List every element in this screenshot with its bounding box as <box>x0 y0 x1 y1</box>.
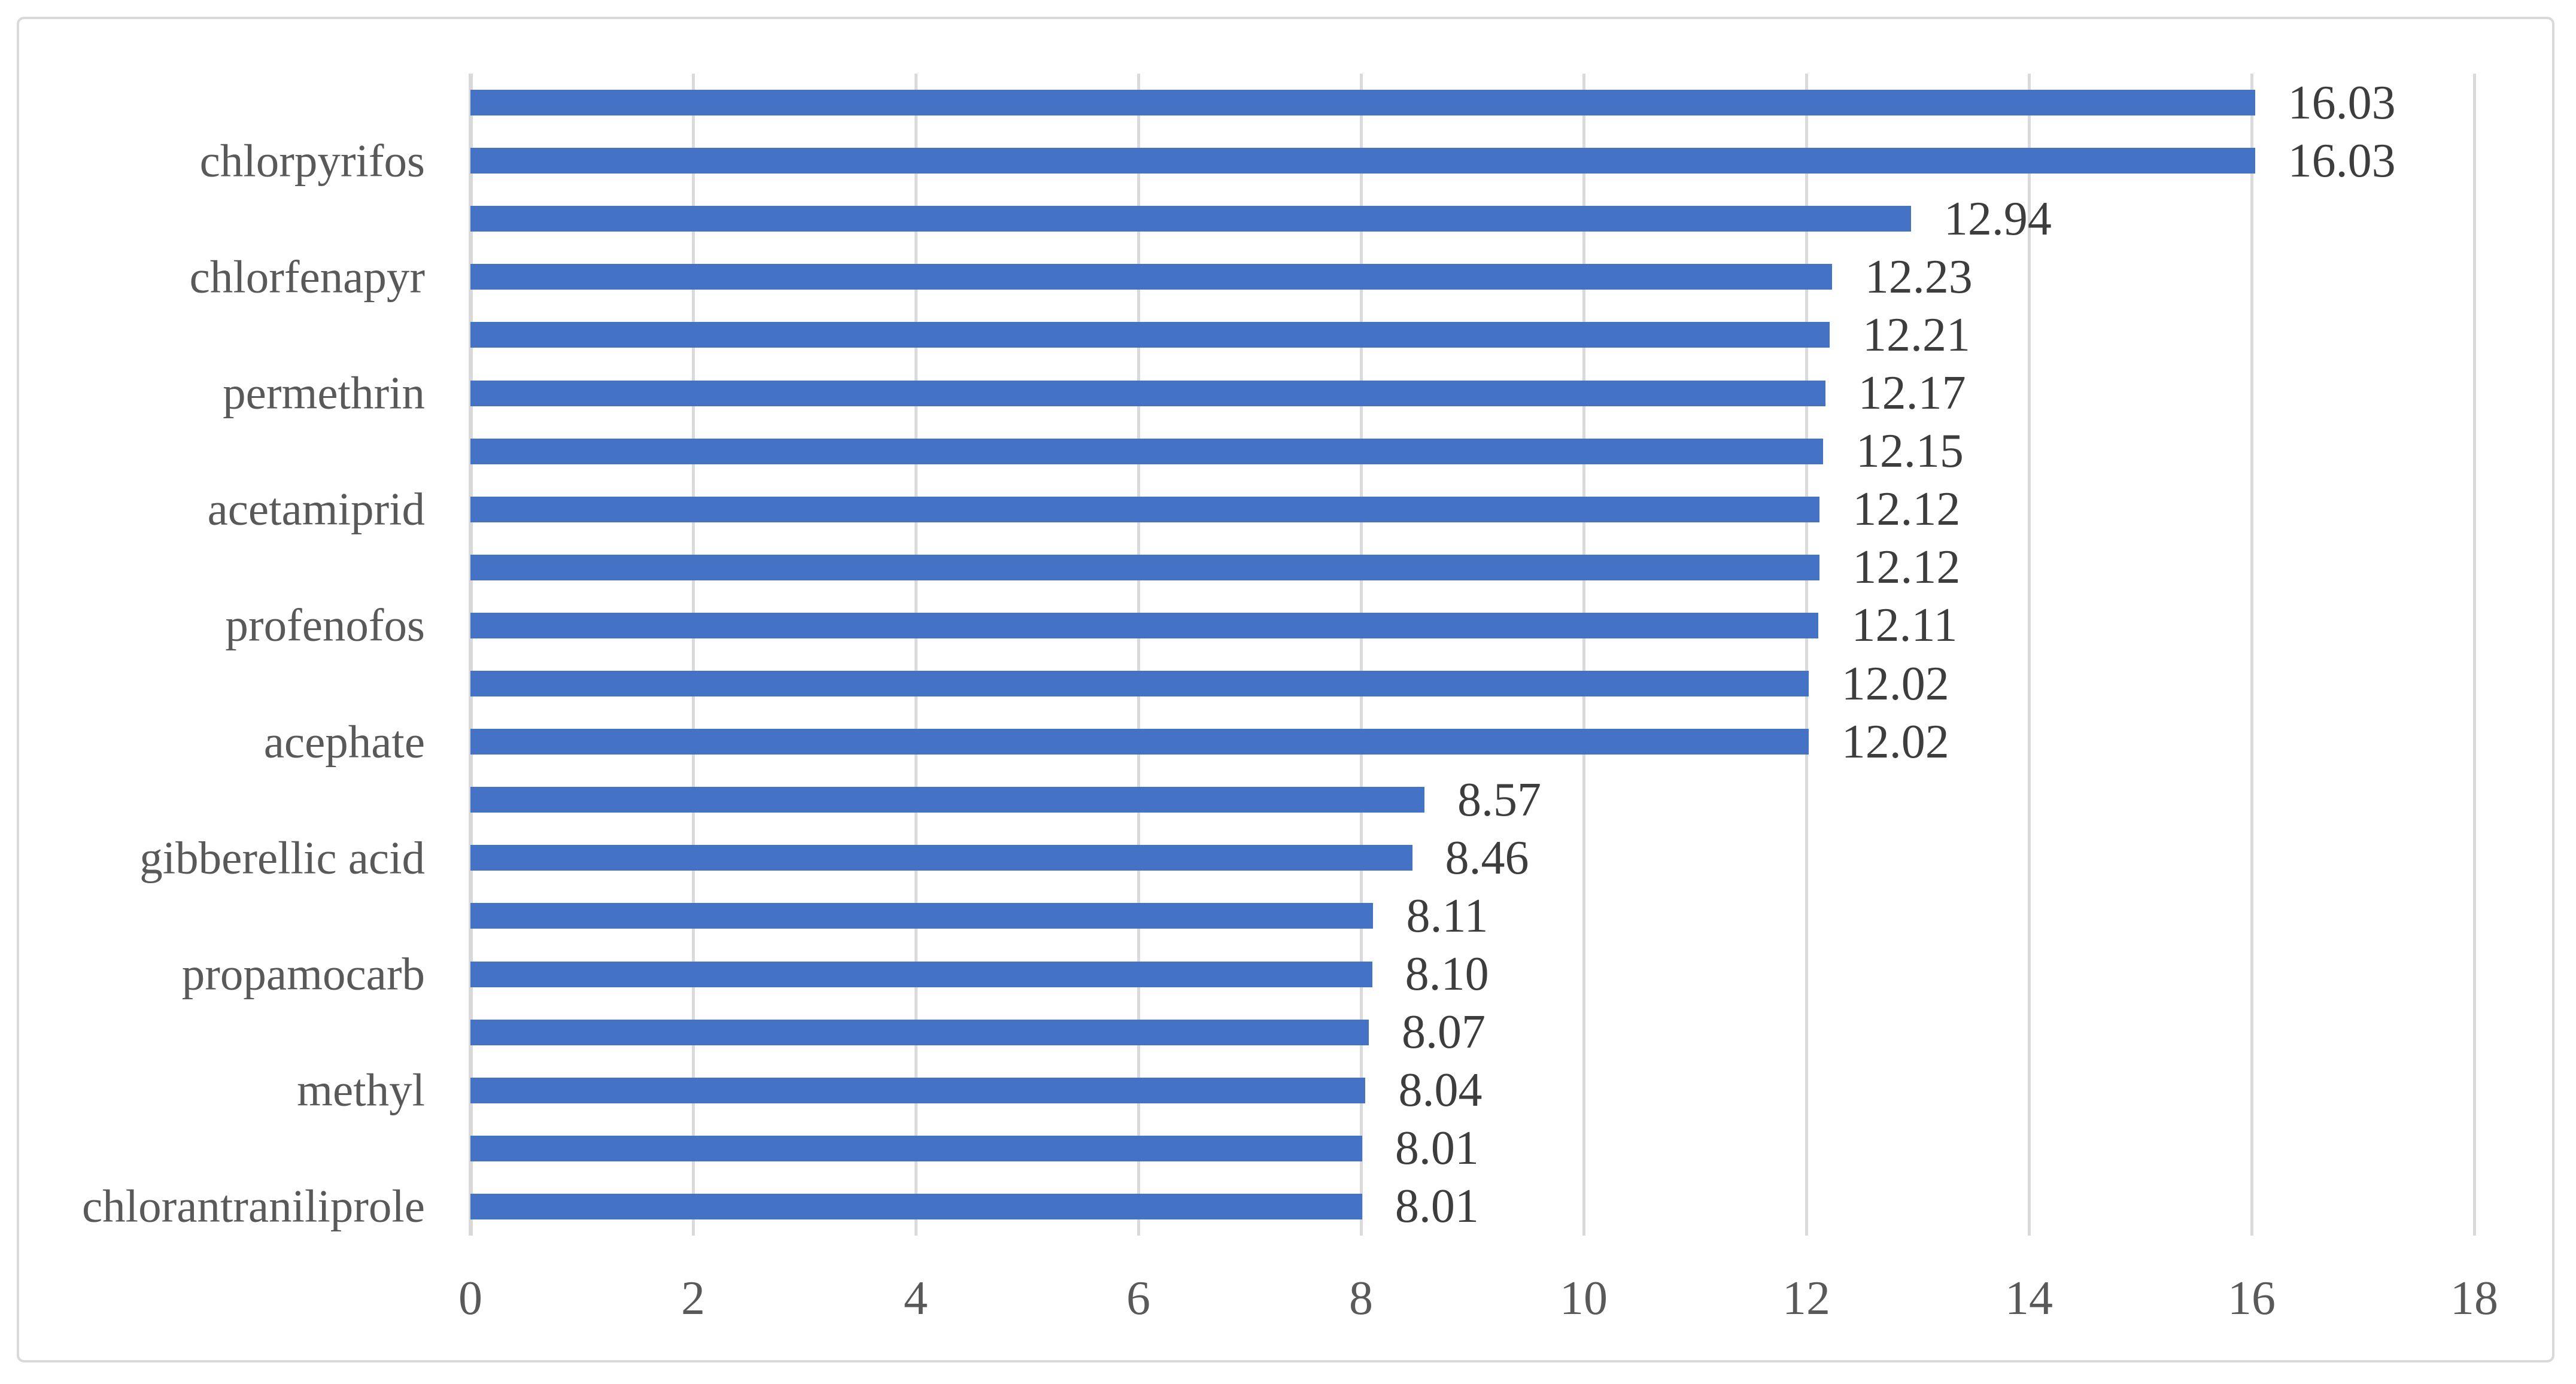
x-axis-tick-label: 8 <box>1349 1272 1373 1325</box>
bar <box>470 671 1809 697</box>
bar-value-label: 12.12 <box>1852 483 1961 536</box>
bar-value-label: 12.23 <box>1864 250 1973 303</box>
bar-value-label: 12.94 <box>1943 192 2052 245</box>
bar <box>470 380 1825 406</box>
bar <box>470 1019 1369 1045</box>
bar <box>470 1135 1362 1161</box>
bar <box>470 903 1374 929</box>
bar-value-label: 12.12 <box>1852 541 1961 594</box>
bar <box>470 845 1412 871</box>
bar-value-label: 12.11 <box>1851 599 1958 652</box>
bar <box>470 1077 1366 1103</box>
bar-value-label: 8.57 <box>1457 773 1542 826</box>
bar-value-label: 8.11 <box>1406 889 1489 942</box>
x-axis-tick-label: 14 <box>2005 1272 2053 1325</box>
category-axis-label: acetamiprid <box>207 483 425 535</box>
gridline <box>1582 74 1585 1236</box>
category-axis-line <box>469 74 473 1236</box>
gridline <box>915 74 918 1236</box>
x-axis-tick-label: 0 <box>458 1272 482 1325</box>
category-axis-label: acephate <box>263 716 425 768</box>
bar <box>470 961 1372 987</box>
category-axis-label: chlorantraniliprole <box>82 1180 425 1232</box>
bar <box>470 612 1819 638</box>
bar <box>470 1193 1362 1219</box>
x-axis-tick-label: 10 <box>1560 1272 1608 1325</box>
category-axis-label: chlorpyrifos <box>199 135 425 187</box>
gridline <box>2473 74 2476 1236</box>
bar-value-label: 16.03 <box>2288 76 2396 129</box>
category-axis-label: chlorfenapyr <box>189 251 425 303</box>
bar <box>470 322 1830 348</box>
bar-value-label: 12.15 <box>1855 425 1964 478</box>
x-axis-tick-label: 2 <box>681 1272 705 1325</box>
bar-value-label: 8.10 <box>1405 948 1489 1001</box>
category-axis-label: profenofos <box>225 599 425 651</box>
category-axis-label: permethrin <box>223 367 425 419</box>
bar-value-label: 8.04 <box>1398 1064 1483 1117</box>
bar-value-label: 8.07 <box>1402 1006 1486 1059</box>
bar <box>470 554 1820 580</box>
gridline <box>1805 74 1808 1236</box>
gridline <box>692 74 695 1236</box>
bar <box>470 729 1809 755</box>
x-axis-tick-label: 4 <box>904 1272 928 1325</box>
bar <box>470 90 2255 116</box>
bar-value-label: 12.02 <box>1841 657 1949 710</box>
bar-value-label: 12.21 <box>1863 308 1971 361</box>
x-axis-tick-label: 6 <box>1126 1272 1150 1325</box>
bar <box>470 787 1425 813</box>
bar-value-label: 12.02 <box>1841 715 1949 768</box>
bar-value-label: 8.01 <box>1395 1122 1479 1175</box>
bar <box>470 264 1832 290</box>
category-axis-label: methyl <box>297 1064 425 1116</box>
bar-value-label: 16.03 <box>2288 134 2396 187</box>
bar <box>470 148 2255 174</box>
x-axis-tick-label: 18 <box>2450 1272 2498 1325</box>
category-axis-label: gibberellic acid <box>139 832 425 884</box>
bar-value-label: 12.17 <box>1858 367 1966 420</box>
chart-border <box>17 17 2554 1362</box>
x-axis-tick-label: 16 <box>2228 1272 2276 1325</box>
x-axis-tick-label: 12 <box>1782 1272 1830 1325</box>
bar <box>470 438 1823 464</box>
bar <box>470 496 1820 522</box>
gridline <box>2250 74 2253 1236</box>
bar-value-label: 8.01 <box>1395 1180 1479 1233</box>
category-axis-label: propamocarb <box>181 948 425 1000</box>
gridline <box>2028 74 2031 1236</box>
bar <box>470 206 1911 232</box>
gridline <box>1360 74 1363 1236</box>
gridline <box>1137 74 1140 1236</box>
bar-value-label: 8.46 <box>1445 831 1529 884</box>
